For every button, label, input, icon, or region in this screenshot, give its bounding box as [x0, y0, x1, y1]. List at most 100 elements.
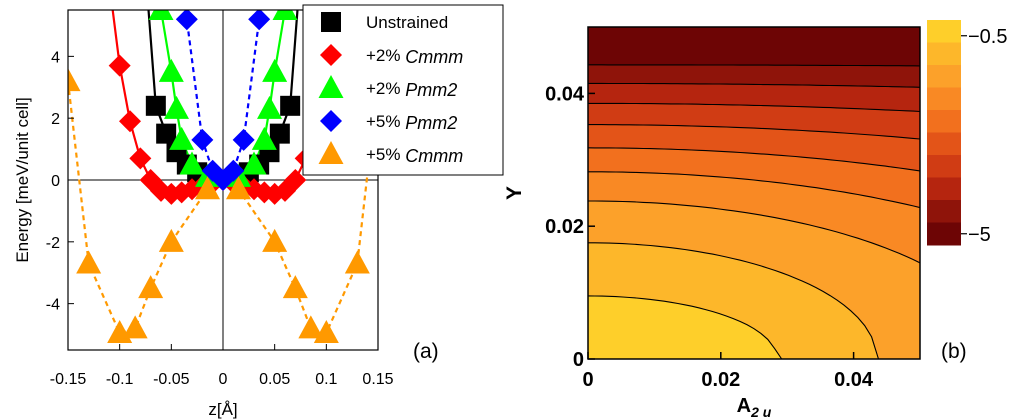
- panel-a-legend: Unstrained+2% Cmmm+2% Pmm2+5% Pmm2+5% Cm…: [302, 4, 504, 176]
- series-4-point-7: [226, 176, 251, 200]
- contour-line-2: [588, 200, 920, 264]
- contour-fill-0: [588, 295, 920, 359]
- legend-marker-3: [320, 110, 342, 132]
- panel-a-y-axis-label: Energy [meV/unit cell]: [13, 97, 32, 262]
- series-3-point-6: [248, 10, 271, 31]
- series-2-point-10: [262, 58, 288, 82]
- colorbar-swatch-3: [927, 87, 961, 111]
- series-4-point-11: [313, 320, 339, 343]
- legend-label-4: +5% Cmmm: [366, 145, 463, 166]
- contour-line-5: [588, 124, 920, 140]
- series-2-point-8: [251, 126, 277, 150]
- contour-line-8: [588, 64, 920, 67]
- colorbar-swatch-9: [927, 222, 961, 246]
- series-4-point-12: [344, 250, 370, 274]
- series-1-point-0: [108, 54, 131, 77]
- colorbar-tick-label: −5: [968, 224, 991, 246]
- legend-marker-2: [318, 75, 344, 98]
- series-4-point-3: [122, 315, 148, 339]
- y-tick-label: 0: [51, 173, 60, 190]
- panel-b-label: (b): [941, 340, 967, 363]
- series-0-point-1: [156, 123, 177, 144]
- x-tick-label: -0.1: [106, 371, 134, 388]
- series-3-point-1: [191, 128, 214, 151]
- x-tick-label: 0.15: [362, 371, 393, 388]
- series-4-point-1: [76, 250, 102, 274]
- series-4-point-8: [262, 228, 288, 252]
- colorbar-tick-label: −0.5: [968, 26, 1007, 48]
- legend-label-sub: Cmmm: [405, 47, 463, 67]
- legend-label-main: +2%: [366, 79, 405, 98]
- y-tick-label: -2: [46, 235, 60, 252]
- series-3-point-5: [232, 128, 255, 151]
- legend-label-main: +5%: [366, 112, 405, 131]
- x-tick-label: -0.05: [153, 371, 190, 388]
- contour-line-6: [588, 102, 920, 113]
- series-0-point-9: [280, 95, 301, 116]
- colorbar-swatch-7: [927, 177, 961, 201]
- series-2-point-9: [257, 95, 282, 119]
- legend-marker-4: [318, 141, 344, 164]
- colorbar-swatch-6: [927, 155, 961, 178]
- x-tick-label: 0.1: [315, 371, 337, 388]
- series-4-point-9: [282, 275, 308, 299]
- x-tick-label: 0: [219, 371, 228, 388]
- contour-line-1: [588, 242, 920, 359]
- x-tick-label: -0.15: [50, 371, 87, 388]
- colorbar-swatch-2: [927, 65, 961, 88]
- panel-b-x-axis-label: A2 u: [737, 395, 772, 420]
- panel-a-label: (a): [413, 340, 439, 363]
- series-3-point-4: [222, 159, 245, 182]
- legend-label-sub: Pmm2: [405, 80, 457, 100]
- series-4-point-0: [68, 68, 81, 92]
- b-x-tick-label: 0: [582, 369, 593, 391]
- colorbar-swatch-4: [927, 110, 961, 133]
- y-tick-label: 2: [51, 111, 60, 128]
- series-1-point-1: [119, 110, 141, 133]
- colorbar-swatch-0: [927, 20, 961, 43]
- panel-b-contour-lines: [588, 64, 920, 359]
- series-2-point-1: [158, 58, 184, 82]
- legend-label-main: Unstrained: [366, 13, 448, 32]
- legend-marker-0: [321, 12, 341, 32]
- series-1-point-17: [284, 169, 307, 191]
- panel-b-frame: [587, 26, 921, 360]
- panel-b-heatmap: 0 0.02 0.04 0 0.02 0.04 A2 u Y (b) −0.5 −5: [503, 20, 1007, 420]
- y-tick-label: -4: [46, 297, 60, 314]
- panel-a-x-ticks: -0.15 -0.1 -0.05 0 0.05 0.1 0.15: [50, 344, 394, 388]
- series-0-point-8: [269, 123, 290, 144]
- legend-label-2: +2% Pmm2: [366, 79, 457, 100]
- b-y-tick-label: 0.04: [545, 83, 585, 105]
- b-y-tick-label: 0.02: [545, 216, 584, 238]
- y-tick-label: 4: [51, 49, 60, 66]
- legend-label-main: +5%: [366, 145, 405, 164]
- series-2-point-2: [164, 95, 189, 119]
- panel-a-y-ticks: -4 -2 0 2 4: [46, 49, 74, 314]
- panel-b-y-axis-label: Y: [503, 186, 526, 200]
- b-x-tick-label: 0.04: [834, 369, 874, 391]
- series-4-point-10: [298, 315, 324, 339]
- panel-b-y-ticks: 0 0.02 0.04: [545, 83, 595, 371]
- series-2-point-7: [241, 151, 267, 175]
- series-1-point-2: [129, 147, 152, 170]
- colorbar-swatch-8: [927, 200, 961, 223]
- legend-label-1: +2% Cmmm: [366, 46, 463, 67]
- contour-line-4: [588, 147, 920, 172]
- legend-label-sub: Cmmm: [405, 146, 463, 166]
- legend-marker-1: [320, 44, 342, 66]
- colorbar-swatch-1: [927, 42, 961, 66]
- panel-b-contour-fills: [588, 27, 920, 359]
- series-2-point-0: [148, 10, 174, 20]
- legend-label-0: Unstrained: [366, 13, 448, 32]
- b-y-tick-label: 0: [573, 349, 584, 371]
- x-tick-label: 0.05: [259, 371, 290, 388]
- panel-b-x-axis-label-main: A: [737, 395, 751, 417]
- legend-label-sub: Pmm2: [405, 113, 457, 133]
- panel-b-colorbar: −0.5 −5: [927, 20, 1007, 246]
- series-2-point-11: [272, 10, 298, 20]
- series-4-point-6: [195, 176, 220, 200]
- legend-label-3: +5% Pmm2: [366, 112, 457, 133]
- series-4-point-4: [138, 275, 164, 299]
- legend-label-main: +2%: [366, 46, 405, 65]
